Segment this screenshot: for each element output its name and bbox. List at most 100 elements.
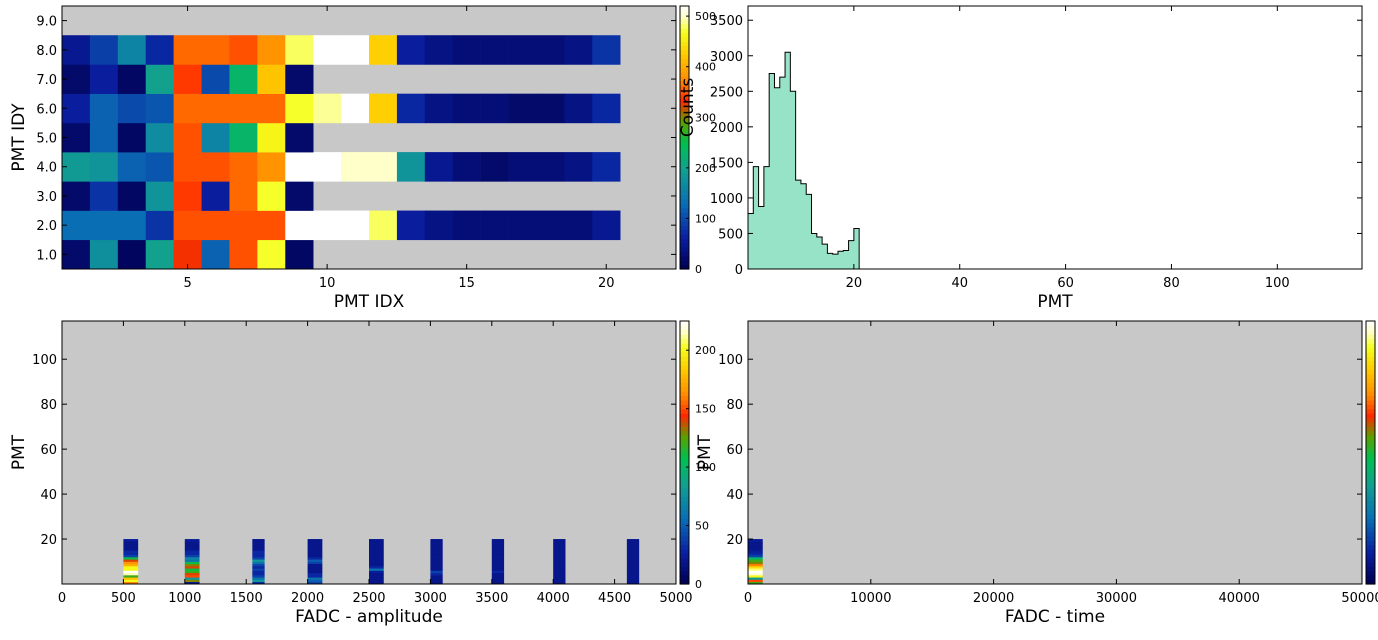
colorbar-segment xyxy=(680,548,689,554)
heatmap-cell xyxy=(480,93,509,124)
colorbar-segment xyxy=(1366,391,1375,397)
heatmap-cell xyxy=(257,181,286,211)
heatmap-cell xyxy=(229,122,258,153)
heatmap-cell xyxy=(626,563,640,567)
heatmap-cell xyxy=(173,152,202,182)
heatmap-cell xyxy=(491,545,505,549)
heatmap-cell xyxy=(553,548,566,551)
heatmap-cell xyxy=(491,561,505,565)
plot-frame xyxy=(747,320,1363,585)
heatmap-cell xyxy=(123,539,139,542)
heatmap-cell xyxy=(341,152,370,182)
heatmap-cell xyxy=(430,552,443,556)
colorbar-segment xyxy=(680,535,689,541)
colorbar-segment xyxy=(680,342,689,348)
heatmap-cell xyxy=(748,566,763,569)
heatmap-cell xyxy=(184,561,200,565)
colorbar-segment xyxy=(1366,360,1375,366)
colorbar-segment xyxy=(1366,518,1375,524)
heatmap-cell xyxy=(123,581,139,585)
heatmap-cell xyxy=(369,581,384,585)
heatmap-cell xyxy=(592,35,621,65)
heatmap-cell xyxy=(553,570,566,574)
heatmap-cell xyxy=(184,559,200,562)
heatmap-cell xyxy=(553,572,566,576)
heatmap-cell xyxy=(430,581,443,585)
heatmap-cell xyxy=(480,152,509,182)
colorbar-segment xyxy=(680,566,689,572)
heatmap-cell xyxy=(123,559,139,562)
colorbar-segment xyxy=(1366,500,1375,506)
x-tick-label: 10000 xyxy=(850,591,891,606)
colorbar-segment xyxy=(1366,408,1375,414)
x-axis-label: FADC - amplitude xyxy=(295,607,443,627)
heatmap-cell xyxy=(89,35,119,65)
colorbar-tick-label: 100 xyxy=(695,461,716,474)
heatmap-cell xyxy=(430,543,443,547)
colorbar-segment xyxy=(680,14,689,20)
colorbar-tick-label: 200 xyxy=(695,344,716,357)
colorbar-segment xyxy=(680,540,689,546)
y-tick-label: 2500 xyxy=(710,85,743,100)
heatmap-cell xyxy=(536,35,565,65)
heatmap-cell xyxy=(307,557,323,560)
y-tick-label: 80 xyxy=(726,398,743,413)
heatmap-cell xyxy=(184,543,200,547)
heatmap-cell xyxy=(201,64,230,94)
heatmap-cell xyxy=(229,152,258,182)
heatmap-cell xyxy=(123,568,139,571)
heatmap-cell xyxy=(748,557,763,560)
heatmap-cell xyxy=(491,554,505,558)
heatmap-cell xyxy=(184,572,200,576)
heatmap-cell xyxy=(117,64,147,94)
heatmap-cell xyxy=(257,210,286,241)
colorbar-segment xyxy=(1366,325,1375,331)
colorbar-segment xyxy=(680,220,689,226)
heatmap-cell xyxy=(626,543,640,547)
heatmap-cell xyxy=(491,563,505,567)
heatmap-cell xyxy=(173,210,202,241)
heatmap-cell xyxy=(430,572,443,576)
heatmap-cell xyxy=(285,210,314,241)
colorbar-segment xyxy=(1366,364,1375,370)
heatmap-cell xyxy=(123,566,139,569)
colorbar-segment xyxy=(680,111,689,117)
colorbar-segment xyxy=(680,159,689,165)
heatmap-cell xyxy=(307,543,323,547)
x-tick-label: 2500 xyxy=(352,591,385,606)
x-tick-label: 20000 xyxy=(973,591,1014,606)
colorbar-segment xyxy=(680,207,689,213)
heatmap-cell xyxy=(89,239,119,270)
colorbar-segment xyxy=(680,408,689,414)
y-tick-label: 3.0 xyxy=(36,190,57,205)
colorbar-segment xyxy=(680,185,689,191)
colorbar-segment xyxy=(680,325,689,331)
heatmap-cell xyxy=(748,572,763,576)
heatmap-cell xyxy=(145,122,174,153)
heatmap-cell xyxy=(430,570,443,574)
heatmap-cell xyxy=(424,210,454,241)
y-axis-label: PMT IDY xyxy=(9,103,29,172)
y-tick-label: 6.0 xyxy=(36,102,57,117)
colorbar-segment xyxy=(1366,491,1375,497)
heatmap-cell xyxy=(341,35,370,65)
colorbar-segment xyxy=(1366,417,1375,423)
colorbar-segment xyxy=(680,426,689,432)
colorbar-segment xyxy=(680,10,689,16)
colorbar-segment xyxy=(680,198,689,204)
heatmap-cell xyxy=(396,210,426,241)
heatmap-cell xyxy=(430,554,443,558)
y-tick-label: 60 xyxy=(726,443,743,458)
colorbar-segment xyxy=(1366,575,1375,581)
colorbar-tick-label: 400 xyxy=(695,61,716,74)
heatmap-cell xyxy=(117,122,147,153)
heatmap-cell xyxy=(201,122,230,153)
colorbar-segment xyxy=(680,413,689,419)
colorbar-segment xyxy=(680,168,689,174)
heatmap-cell xyxy=(430,566,443,569)
colorbar-segment xyxy=(680,452,689,458)
colorbar-segment xyxy=(1366,461,1375,467)
heatmap-cell xyxy=(229,35,258,65)
colorbar-segment xyxy=(680,106,689,112)
